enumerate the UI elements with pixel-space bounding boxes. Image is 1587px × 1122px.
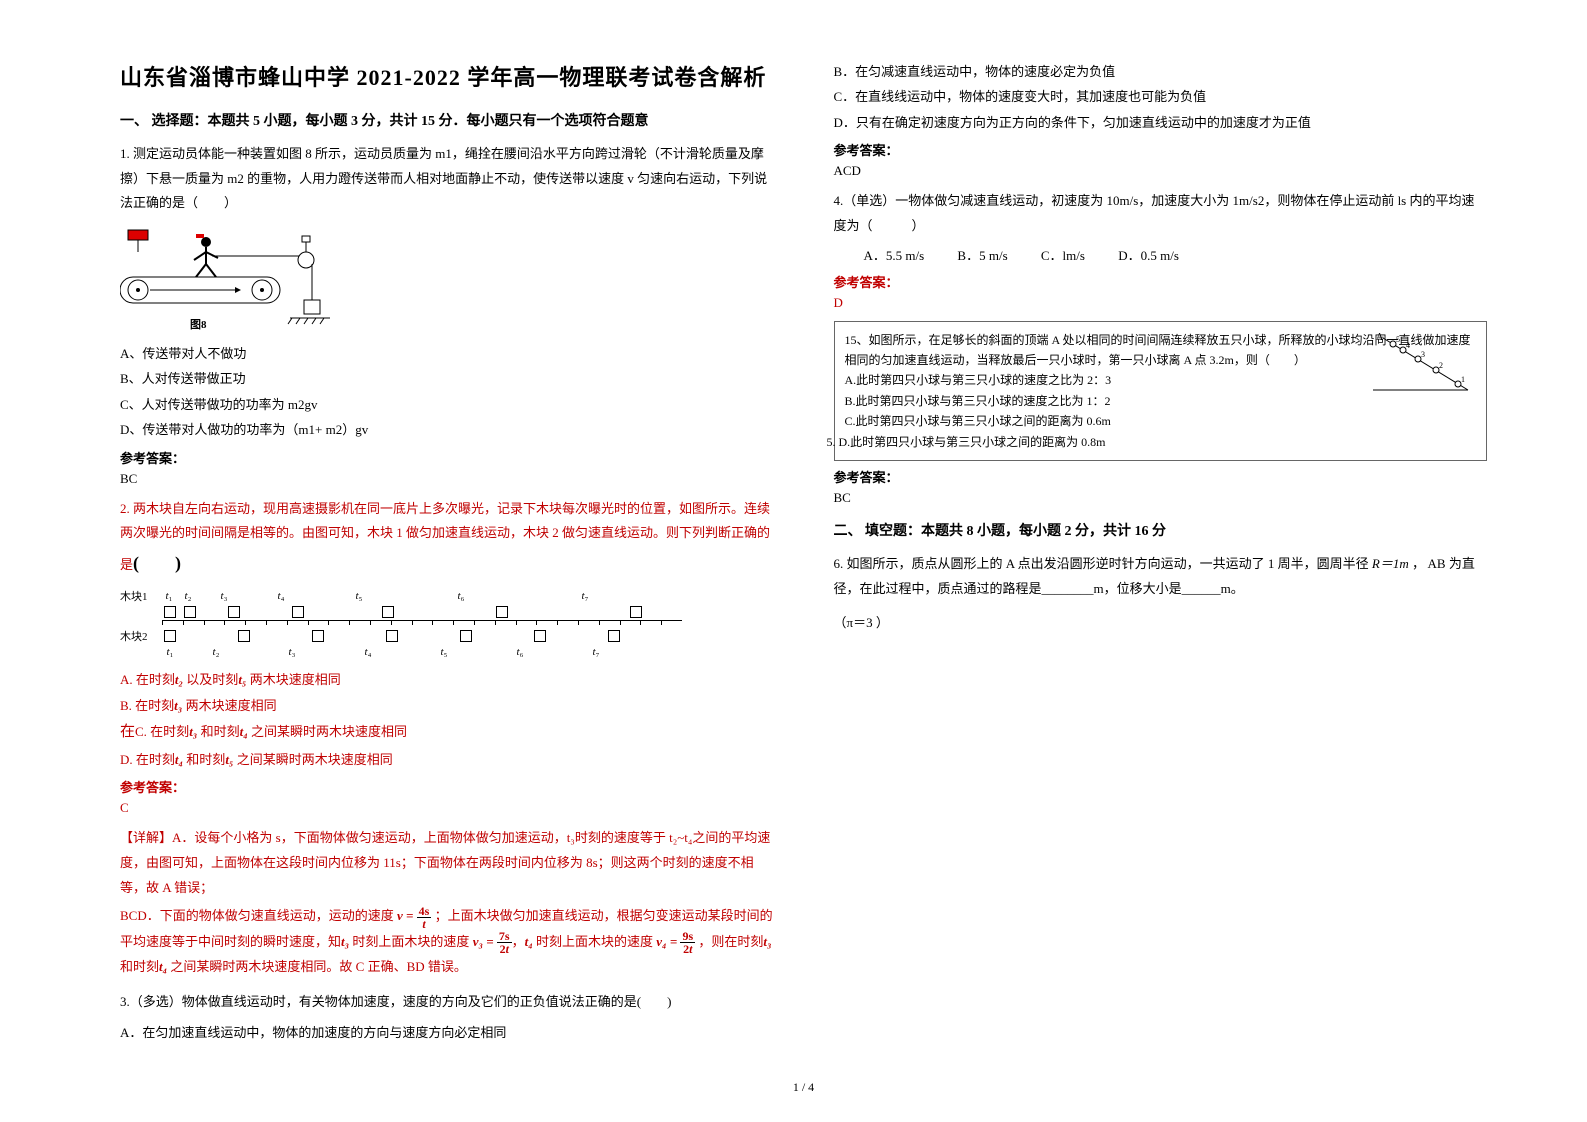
q2-detail2: BCD．下面的物体做匀速直线运动，运动的速度 v = 4st ；上面木块做匀加速…	[120, 904, 774, 980]
section1-header: 一、 选择题：本题共 5 小题，每小题 3 分，共计 15 分．每小题只有一个选…	[120, 110, 774, 130]
q2-optC: 在C. 在时刻C. 在时刻t₃ 和时刻t₄ 之间某瞬时两木块速度相同	[120, 719, 774, 746]
q5-box: 15、如图所示，在足够长的斜面的顶端 A 处以相同的时间间隔连续释放五只小球，所…	[834, 321, 1488, 461]
q5-box-optD: D.此时第四只小球与第三只小球之间的距离为 0.8m	[839, 435, 1106, 449]
q1-ans-label: 参考答案：	[120, 448, 774, 467]
d2c: 时刻上面木块的速度	[352, 934, 469, 949]
q2a-post: 两木块速度相同	[250, 672, 341, 687]
fig8-label: 图8	[190, 318, 207, 331]
section2-header: 二、 填空题：本题共 8 小题，每小题 2 分，共计 16 分	[834, 520, 1488, 540]
q2-optD: D. 在时刻t₄ 和时刻t₅ 之间某瞬时两木块速度相同	[120, 748, 774, 771]
q2a-mid: 以及时刻	[186, 672, 238, 687]
q5-ans: BC	[834, 490, 1488, 506]
q4-ans: D	[834, 295, 1488, 311]
q3-optC: C．在直线线运动中，物体的速度变大时，其加速度也可能为负值	[834, 85, 1488, 108]
q5-box-optC: C.此时第四只小球与第三只小球之间的距离为 0.6m	[845, 411, 1477, 431]
q2-optB: B. 在时刻t₃ 两木块速度相同	[120, 694, 774, 717]
q2-optA: A. 在时刻t₂ 以及时刻t₅ 两木块速度相同	[120, 668, 774, 691]
page-footer: 1 / 4	[120, 1080, 1487, 1095]
exam-title: 山东省淄博市蜂山中学 2021-2022 学年高一物理联考试卷含解析	[120, 60, 774, 92]
incline-icon: A 5 4 3 2 1	[1368, 330, 1478, 400]
svg-text:1: 1	[1461, 375, 1465, 384]
q2-figure: 木块1 t₁ t₂ t₃ t₄ t₅ t₆ t₇ 木块2	[120, 588, 774, 658]
q2b-post: 两木块速度相同	[186, 698, 277, 713]
q1-figure: 图8	[120, 222, 774, 336]
q4-ans-label: 参考答案：	[834, 272, 1488, 291]
q1-optB: B、人对传送带做正功	[120, 367, 774, 390]
q3-optB: B．在匀减速直线运动中，物体的速度必定为负值	[834, 60, 1488, 83]
q2-stem-text: 2. 两木块自左向右运动，现用高速摄影机在同一底片上多次曝光，记录下木块每次曝光…	[120, 501, 770, 572]
q3-optD: D．只有在确定初速度方向为正方向的条件下，匀加速直线运动中的加速度才为正值	[834, 111, 1488, 134]
svg-text:5: 5	[1396, 335, 1400, 344]
q6-R: R＝1m	[1372, 556, 1409, 571]
q2-stem: 2. 两木块自左向右运动，现用高速摄影机在同一底片上多次曝光，记录下木块每次曝光…	[120, 497, 774, 581]
q2c-post: 之间某瞬时两木块速度相同	[251, 724, 407, 739]
q3-ans-label: 参考答案：	[834, 140, 1488, 159]
blk1-label: 木块1	[120, 588, 162, 604]
q6-stem: 6. 如图所示，质点从圆形上的 A 点出发沿圆形逆时针方向运动，一共运动了 1 …	[834, 552, 1488, 601]
d2f: 和时刻	[120, 959, 159, 974]
q6a: 6. 如图所示，质点从圆形上的 A 点出发沿圆形逆时针方向运动，一共运动了 1 …	[834, 556, 1369, 571]
q2b-pre: B. 在时刻	[120, 698, 174, 713]
q2d-pre: D. 在时刻	[120, 752, 175, 767]
q5-num: 5.	[827, 435, 836, 449]
q5-ans-label: 参考答案：	[834, 467, 1488, 486]
q2-ans-label: 参考答案：	[120, 777, 774, 796]
q1-optA: A、传送带对人不做功	[120, 342, 774, 365]
q3-stem: 3.（多选）物体做直线运动时，有关物体加速度，速度的方向及它们的正负值说法正确的…	[120, 990, 774, 1015]
q1-ans: BC	[120, 471, 774, 487]
q1-optC: C、人对传送带做功的功率为 m2gv	[120, 393, 774, 416]
q2-ans: C	[120, 800, 774, 816]
q4-optA: A．5.5 m/s	[864, 245, 925, 264]
d2d: 时刻上面木块的速度	[536, 934, 653, 949]
q4-optC: C．lm/s	[1041, 245, 1085, 264]
q4-options: A．5.5 m/s B．5 m/s C．lm/s D．0.5 m/s	[864, 245, 1488, 264]
q3-optA: A．在匀加速直线运动中，物体的加速度的方向与速度方向必定相同	[120, 1021, 774, 1044]
d2e: ，则在时刻	[698, 934, 763, 949]
d2a: BCD．下面的物体做匀速直线运动，运动的速度	[120, 908, 394, 923]
ruler	[162, 620, 682, 626]
q2-detail1: 【详解】A．设每个小格为 s，下面物体做匀速运动，上面物体做匀加速运动，t₃时刻…	[120, 826, 774, 900]
q3-ans: ACD	[834, 163, 1488, 179]
svg-text:4: 4	[1406, 341, 1410, 350]
q4-optB: B．5 m/s	[957, 245, 1007, 264]
q4-optD: D．0.5 m/s	[1118, 245, 1179, 264]
q2a-pre: A. 在时刻	[120, 672, 175, 687]
q2d-mid: 和时刻	[186, 752, 225, 767]
svg-text:A: A	[1376, 332, 1384, 343]
blk2-label: 木块2	[120, 628, 162, 644]
q2c-mid: 和时刻	[201, 724, 240, 739]
q1-stem: 1. 测定运动员体能一种装置如图 8 所示，运动员质量为 m1，绳拴在腰间沿水平…	[120, 142, 774, 216]
svg-text:2: 2	[1439, 361, 1443, 370]
svg-text:3: 3	[1421, 350, 1425, 359]
d2g: 之间某瞬时两木块速度相同。故 C 正确、BD 错误。	[170, 959, 466, 974]
q1-optD: D、传送带对人做功的功率为（m1+ m2）gv	[120, 418, 774, 441]
q2d-post: 之间某瞬时两木块速度相同	[237, 752, 393, 767]
q4-stem: 4.（单选）一物体做匀减速直线运动，初速度为 10m/s，加速度大小为 1m/s…	[834, 189, 1488, 238]
q6-pi: （π＝3 ）	[834, 611, 1488, 636]
